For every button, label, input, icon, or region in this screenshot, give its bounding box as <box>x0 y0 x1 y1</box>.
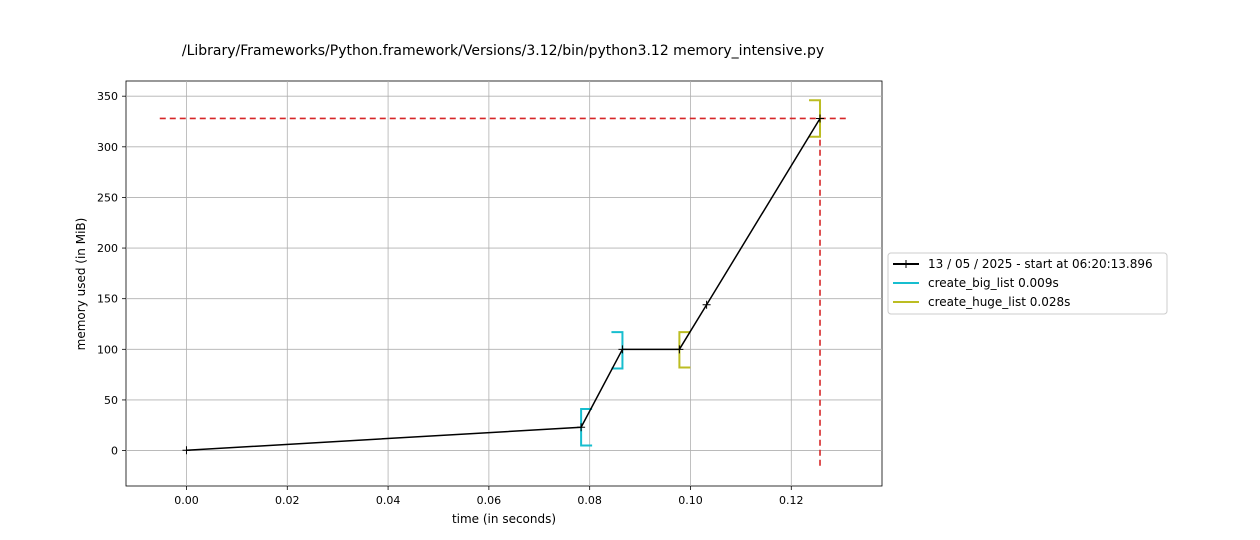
x-tick-label: 0.10 <box>678 494 703 507</box>
x-tick-label: 0.12 <box>779 494 804 507</box>
x-tick-label: 0.02 <box>275 494 300 507</box>
y-tick-label: 100 <box>97 343 118 356</box>
y-tick-label: 0 <box>111 445 118 458</box>
y-tick-label: 300 <box>97 141 118 154</box>
data-point <box>577 423 586 432</box>
legend-marker <box>902 260 910 268</box>
chart-title: /Library/Frameworks/Python.framework/Ver… <box>182 43 824 59</box>
memory-series <box>182 114 825 455</box>
x-tick-label: 0.06 <box>477 494 502 507</box>
memory-line <box>186 118 821 452</box>
data-point <box>702 300 711 309</box>
legend: 13 / 05 / 2025 - start at 06:20:13.896 cr… <box>887 252 1168 315</box>
plot-area <box>125 80 883 487</box>
y-tick-label: 150 <box>97 293 118 306</box>
y-tick-label: 250 <box>97 191 118 204</box>
grid <box>126 81 882 486</box>
data-point <box>618 345 627 354</box>
x-axis: 0.00 0.02 0.04 0.06 0.08 0.10 0.12 <box>174 486 804 507</box>
peak-lines <box>159 96 847 466</box>
data-point <box>182 446 191 455</box>
x-tick-label: 0.08 <box>577 494 602 507</box>
legend-label: 13 / 05 / 2025 - start at 06:20:13.896 <box>928 257 1153 271</box>
legend-label: create_big_list 0.009s <box>928 276 1059 290</box>
y-axis: 0 50 100 150 200 250 300 350 <box>97 90 126 458</box>
y-tick-label: 50 <box>104 394 118 407</box>
legend-box <box>887 252 1168 315</box>
x-tick-label: 0.00 <box>174 494 199 507</box>
data-point <box>675 345 684 354</box>
legend-label: create_huge_list 0.028s <box>928 295 1070 309</box>
y-tick-label: 350 <box>97 90 118 103</box>
x-tick-label: 0.04 <box>376 494 401 507</box>
y-axis-label: memory used (in MiB) <box>74 218 88 351</box>
y-tick-label: 200 <box>97 242 118 255</box>
x-axis-label: time (in seconds) <box>452 512 556 526</box>
data-point <box>816 114 825 123</box>
